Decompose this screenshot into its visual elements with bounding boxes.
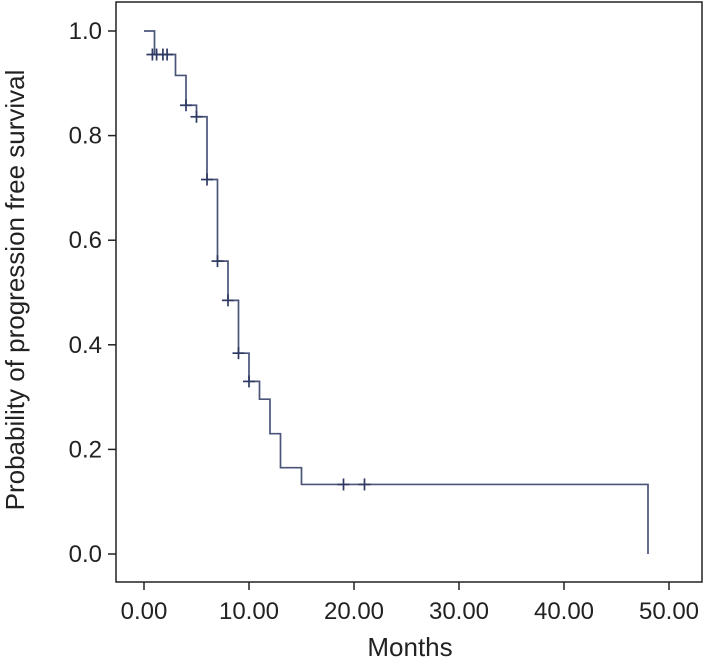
censor-mark <box>180 99 192 112</box>
censor-mark <box>190 110 203 123</box>
x-axis-label: Months <box>367 632 452 662</box>
censor-mark <box>161 48 174 61</box>
censor-mark <box>243 375 255 388</box>
x-tick-label: 10.00 <box>219 598 279 625</box>
censor-marks-layer <box>146 48 371 491</box>
x-tick-label: 40.00 <box>534 598 594 625</box>
y-tick-label: 0.6 <box>69 227 102 254</box>
censor-mark <box>232 347 245 360</box>
censor-mark <box>201 173 213 186</box>
survival-curve-layer <box>144 30 649 554</box>
x-tick-label: 30.00 <box>429 598 489 625</box>
x-tick-label: 20.00 <box>324 598 384 625</box>
x-axis-ticks: 0.00 10.00 20.00 30.00 40.00 50.00 <box>121 582 699 625</box>
censor-mark <box>358 478 371 491</box>
y-tick-label: 0.2 <box>69 436 102 463</box>
x-tick-label: 50.00 <box>639 598 699 625</box>
y-tick-label: 0.8 <box>69 123 102 150</box>
x-tick-label: 0.00 <box>121 598 168 625</box>
y-tick-label: 1.0 <box>69 18 102 45</box>
censor-mark <box>211 255 224 268</box>
y-axis-label: Probability of progression free survival <box>0 70 30 511</box>
y-axis-ticks: 0.0 0.2 0.4 0.6 0.8 1.0 <box>69 18 116 568</box>
y-tick-label: 0.0 <box>69 541 102 568</box>
censor-mark <box>222 294 234 307</box>
survival-curve-line <box>144 30 649 554</box>
y-tick-label: 0.4 <box>69 332 102 359</box>
censor-mark <box>337 478 350 491</box>
plot-frame <box>115 1 703 583</box>
